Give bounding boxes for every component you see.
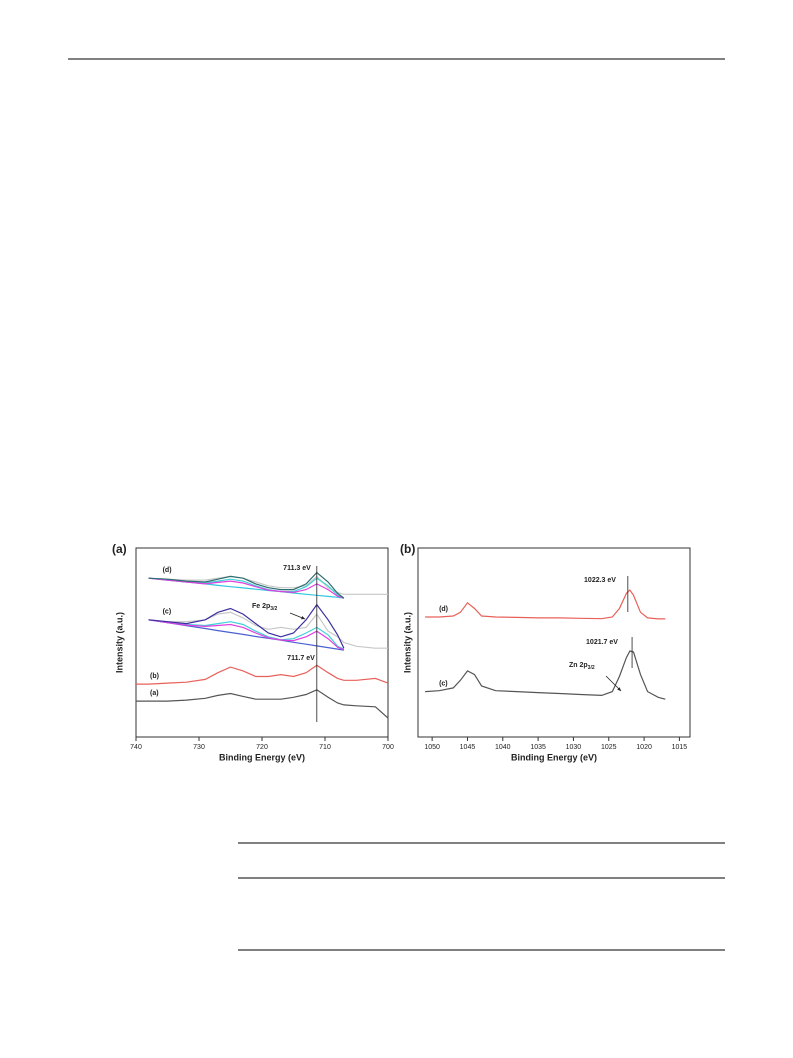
x-axis-title: Binding Energy (eV): [219, 752, 305, 762]
x-tick-label: 720: [256, 744, 268, 751]
x-tick-label: 730: [193, 744, 205, 751]
spectrum-line: [136, 664, 389, 685]
curve-label: (d): [439, 606, 448, 613]
curve-label: (a): [150, 690, 159, 697]
annotation: 711.7 eV: [287, 655, 315, 662]
panel-label: (a): [112, 542, 127, 556]
plot-frame: [417, 547, 691, 738]
plot-frame: [135, 547, 389, 738]
x-tick-label: 1050: [424, 744, 440, 751]
spectrum-line: [148, 603, 345, 649]
annotation-text: 1022.3 eV: [584, 577, 616, 584]
x-tick-label: 1025: [601, 744, 617, 751]
annotation-subscript: 3/2: [588, 665, 595, 671]
x-tick-label: 1015: [672, 744, 688, 751]
spectrum-line: [148, 575, 388, 595]
x-tick-label: 1045: [460, 744, 476, 751]
annotation: 1021.7 eV: [586, 639, 618, 646]
x-tick-label: 710: [319, 744, 331, 751]
annotation: Fe 2p3/2: [252, 603, 277, 612]
spectrum-line: [148, 571, 345, 599]
curve-label: (c): [163, 609, 172, 616]
spectrum-line: [148, 619, 344, 651]
annotation-text: 711.7 eV: [287, 655, 315, 662]
spectrum-line: [148, 577, 345, 599]
x-tick-label: 740: [130, 744, 142, 751]
spectrum-line: [136, 689, 389, 719]
x-tick-label: 1035: [530, 744, 546, 751]
y-axis-title: Intensity (a.u.): [402, 612, 412, 673]
x-tick-label: 1030: [566, 744, 582, 751]
x-tick-label: 1040: [495, 744, 511, 751]
x-tick-label: 700: [382, 744, 394, 751]
annotation-subscript: 3/2: [270, 606, 277, 612]
curve-label: (c): [439, 680, 448, 687]
spectrum-line: [425, 589, 666, 620]
annotation-text: 1021.7 eV: [586, 639, 618, 646]
curve-label: (d): [163, 567, 172, 574]
spectrum-line: [148, 619, 345, 650]
annotation-text: Zn 2p: [569, 662, 588, 669]
spectrum-line: [148, 619, 345, 651]
arrow-head: [301, 616, 305, 620]
annotation-text: Fe 2p: [252, 603, 270, 610]
x-axis-title: Binding Energy (eV): [511, 752, 597, 762]
annotation-text: 711.3 eV: [283, 565, 311, 572]
y-axis-title: Intensity (a.u.): [114, 612, 124, 673]
panel-label: (b): [400, 542, 415, 556]
arrow-head: [617, 687, 621, 691]
annotation: 711.3 eV: [283, 565, 311, 572]
spectrum-line: [148, 611, 388, 649]
x-tick-label: 1020: [636, 744, 652, 751]
annotation: Zn 2p3/2: [569, 662, 595, 671]
curve-label: (b): [150, 673, 159, 680]
annotation: 1022.3 eV: [584, 577, 616, 584]
spectrum-line: [425, 650, 666, 700]
